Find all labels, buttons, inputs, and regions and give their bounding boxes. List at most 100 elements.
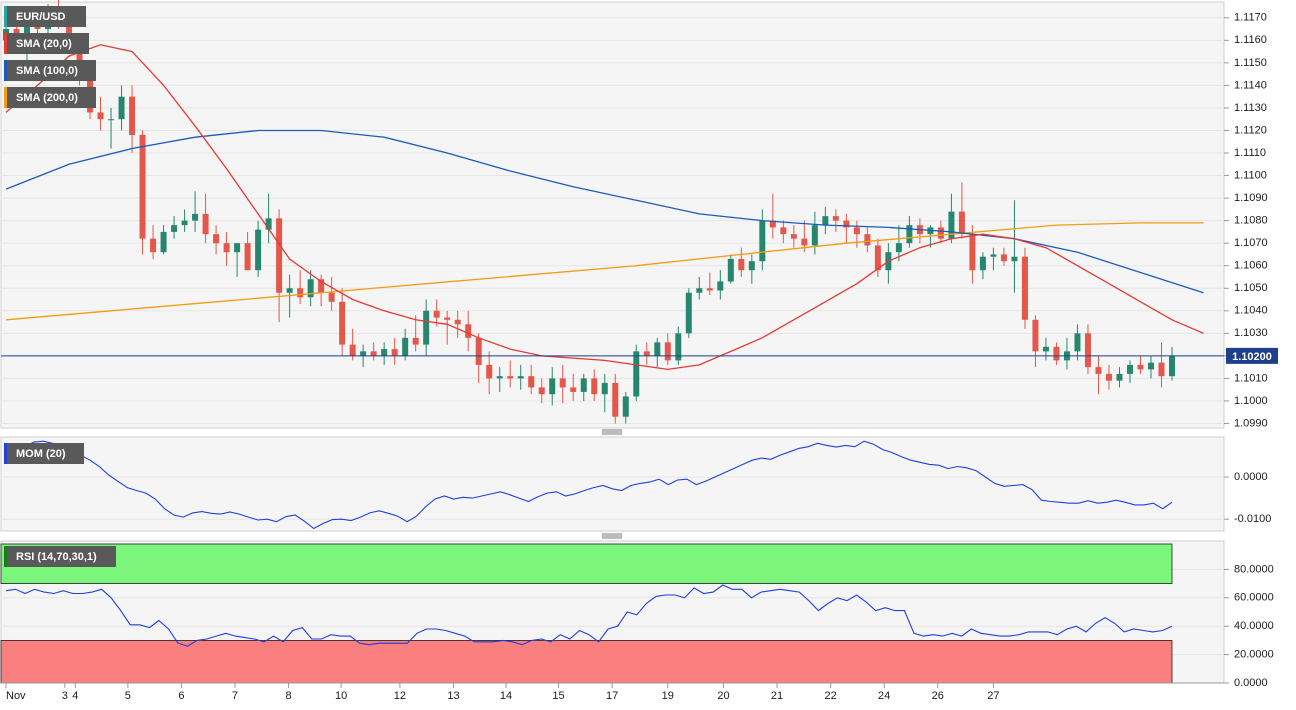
legend-tag[interactable] bbox=[4, 60, 96, 81]
bearish-candle[interactable] bbox=[1032, 319, 1039, 352]
bearish-candle[interactable] bbox=[864, 234, 871, 246]
bullish-candle[interactable] bbox=[948, 211, 955, 239]
bullish-candle[interactable] bbox=[423, 310, 430, 345]
bullish-candle[interactable] bbox=[1169, 355, 1175, 377]
bullish-candle[interactable] bbox=[748, 261, 755, 271]
bullish-candle[interactable] bbox=[727, 258, 734, 282]
bearish-candle[interactable] bbox=[370, 351, 377, 356]
bullish-candle[interactable] bbox=[906, 225, 913, 244]
bearish-candle[interactable] bbox=[958, 211, 965, 235]
bearish-candle[interactable] bbox=[937, 227, 944, 239]
bearish-candle[interactable] bbox=[874, 245, 881, 271]
bullish-candle[interactable] bbox=[979, 256, 986, 271]
bullish-candle[interactable] bbox=[181, 220, 188, 226]
bearish-candle[interactable] bbox=[664, 342, 671, 361]
bearish-candle[interactable] bbox=[391, 349, 398, 356]
bullish-candle[interactable] bbox=[192, 213, 199, 221]
bullish-candle[interactable] bbox=[1042, 346, 1049, 352]
bearish-candle[interactable] bbox=[528, 376, 535, 388]
bearish-candle[interactable] bbox=[538, 387, 545, 395]
bearish-candle[interactable] bbox=[328, 292, 335, 302]
bearish-candle[interactable] bbox=[76, 44, 83, 68]
bearish-candle[interactable] bbox=[1105, 373, 1112, 381]
rsi-panel[interactable]: 80.0000 60.0000 40.0000 20.0000 0.0000 bbox=[0, 540, 1274, 689]
bearish-candle[interactable] bbox=[612, 382, 619, 417]
bullish-candle[interactable] bbox=[895, 243, 902, 253]
bullish-candle[interactable] bbox=[234, 243, 241, 253]
legend-tag[interactable] bbox=[4, 87, 96, 108]
legend-tag[interactable] bbox=[4, 443, 84, 464]
bullish-candle[interactable] bbox=[24, 22, 31, 36]
bearish-candle[interactable] bbox=[139, 134, 146, 239]
bullish-candle[interactable] bbox=[265, 218, 272, 230]
bearish-candle[interactable] bbox=[1053, 346, 1060, 361]
bullish-candle[interactable] bbox=[402, 337, 409, 356]
bullish-candle[interactable] bbox=[822, 216, 829, 226]
bullish-candle[interactable] bbox=[1147, 362, 1154, 370]
bearish-candle[interactable] bbox=[591, 378, 598, 395]
bearish-candle[interactable] bbox=[244, 243, 251, 271]
panel-splitters[interactable] bbox=[602, 429, 622, 539]
bullish-candle[interactable] bbox=[580, 378, 587, 392]
price-panel[interactable]: 1.1170 1.1160 1.1150 1.1140 1.1130 1.1120 1.11… bbox=[0, 0, 1278, 429]
bullish-candle[interactable] bbox=[549, 378, 556, 395]
bullish-candle[interactable] bbox=[759, 220, 766, 262]
bullish-candle[interactable] bbox=[633, 351, 640, 397]
bearish-candle[interactable] bbox=[465, 324, 472, 338]
bearish-candle[interactable] bbox=[969, 234, 976, 271]
bearish-candle[interactable] bbox=[1158, 362, 1165, 377]
bearish-candle[interactable] bbox=[318, 279, 325, 293]
bearish-candle[interactable] bbox=[507, 376, 514, 379]
bullish-candle[interactable] bbox=[307, 279, 314, 298]
bearish-candle[interactable] bbox=[738, 258, 745, 271]
bullish-candle[interactable] bbox=[601, 382, 608, 395]
bearish-candle[interactable] bbox=[475, 337, 482, 365]
bullish-candle[interactable] bbox=[517, 376, 524, 379]
bullish-candle[interactable] bbox=[496, 376, 503, 379]
bullish-candle[interactable] bbox=[622, 396, 629, 417]
bearish-candle[interactable] bbox=[339, 301, 346, 345]
bearish-candle[interactable] bbox=[150, 238, 157, 253]
bullish-candle[interactable] bbox=[255, 229, 262, 271]
bullish-candle[interactable] bbox=[360, 351, 367, 356]
bearish-candle[interactable] bbox=[769, 220, 776, 228]
bullish-candle[interactable] bbox=[685, 292, 692, 334]
bullish-candle[interactable] bbox=[696, 288, 703, 293]
bullish-candle[interactable] bbox=[381, 349, 388, 356]
bearish-candle[interactable] bbox=[213, 234, 220, 244]
bullish-candle[interactable] bbox=[1116, 373, 1123, 381]
indicator-legends[interactable]: EUR/USD SMA (20,0) SMA (100,0) SMA (200,0) M… bbox=[4, 6, 116, 567]
bullish-candle[interactable] bbox=[1126, 364, 1133, 374]
bullish-candle[interactable] bbox=[108, 119, 115, 121]
bearish-candle[interactable] bbox=[643, 351, 650, 356]
bullish-candle[interactable] bbox=[286, 288, 293, 293]
bearish-candle[interactable] bbox=[1084, 333, 1091, 368]
bullish-candle[interactable] bbox=[654, 342, 661, 356]
bearish-candle[interactable] bbox=[1021, 256, 1028, 320]
bearish-candle[interactable] bbox=[276, 218, 283, 293]
bearish-candle[interactable] bbox=[97, 112, 104, 120]
bullish-candle[interactable] bbox=[160, 231, 167, 253]
bearish-candle[interactable] bbox=[223, 243, 230, 253]
legend-tag[interactable] bbox=[4, 33, 89, 54]
bullish-candle[interactable] bbox=[171, 225, 178, 232]
legend-tag[interactable] bbox=[4, 6, 86, 27]
bullish-candle[interactable] bbox=[1011, 256, 1018, 262]
bearish-candle[interactable] bbox=[297, 288, 304, 298]
bearish-candle[interactable] bbox=[790, 234, 797, 239]
bearish-candle[interactable] bbox=[13, 29, 20, 36]
bearish-candle[interactable] bbox=[853, 227, 860, 235]
bearish-candle[interactable] bbox=[843, 220, 850, 228]
legend-tag[interactable] bbox=[4, 546, 116, 567]
bearish-candle[interactable] bbox=[433, 310, 440, 318]
bullish-candle[interactable] bbox=[675, 333, 682, 361]
bearish-candle[interactable] bbox=[1137, 364, 1144, 370]
bearish-candle[interactable] bbox=[780, 227, 787, 235]
bearish-candle[interactable] bbox=[444, 317, 451, 320]
bearish-candle[interactable] bbox=[801, 238, 808, 246]
bearish-candle[interactable] bbox=[832, 216, 839, 221]
bearish-candle[interactable] bbox=[1000, 254, 1007, 262]
bullish-candle[interactable] bbox=[717, 281, 724, 291]
momentum-panel[interactable]: 0.0000 -0.0100 bbox=[0, 436, 1271, 532]
bullish-candle[interactable] bbox=[811, 225, 818, 246]
